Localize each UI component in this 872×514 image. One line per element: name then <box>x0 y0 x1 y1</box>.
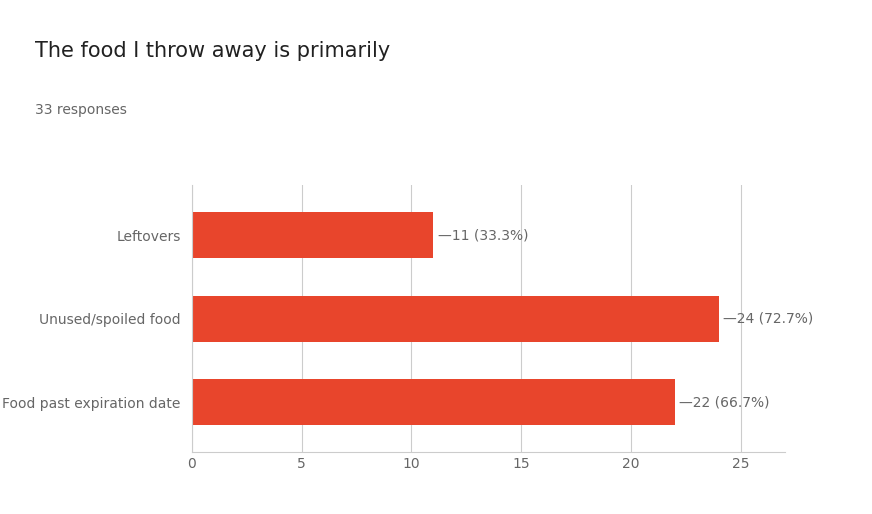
Bar <box>192 379 675 425</box>
Text: The food I throw away is primarily: The food I throw away is primarily <box>35 41 390 61</box>
Text: —11 (33.3%): —11 (33.3%) <box>438 228 528 242</box>
Text: —22 (66.7%): —22 (66.7%) <box>679 395 770 409</box>
Bar <box>192 296 719 342</box>
Text: 33 responses: 33 responses <box>35 103 126 117</box>
Bar <box>192 212 433 258</box>
Text: —24 (72.7%): —24 (72.7%) <box>723 311 814 326</box>
